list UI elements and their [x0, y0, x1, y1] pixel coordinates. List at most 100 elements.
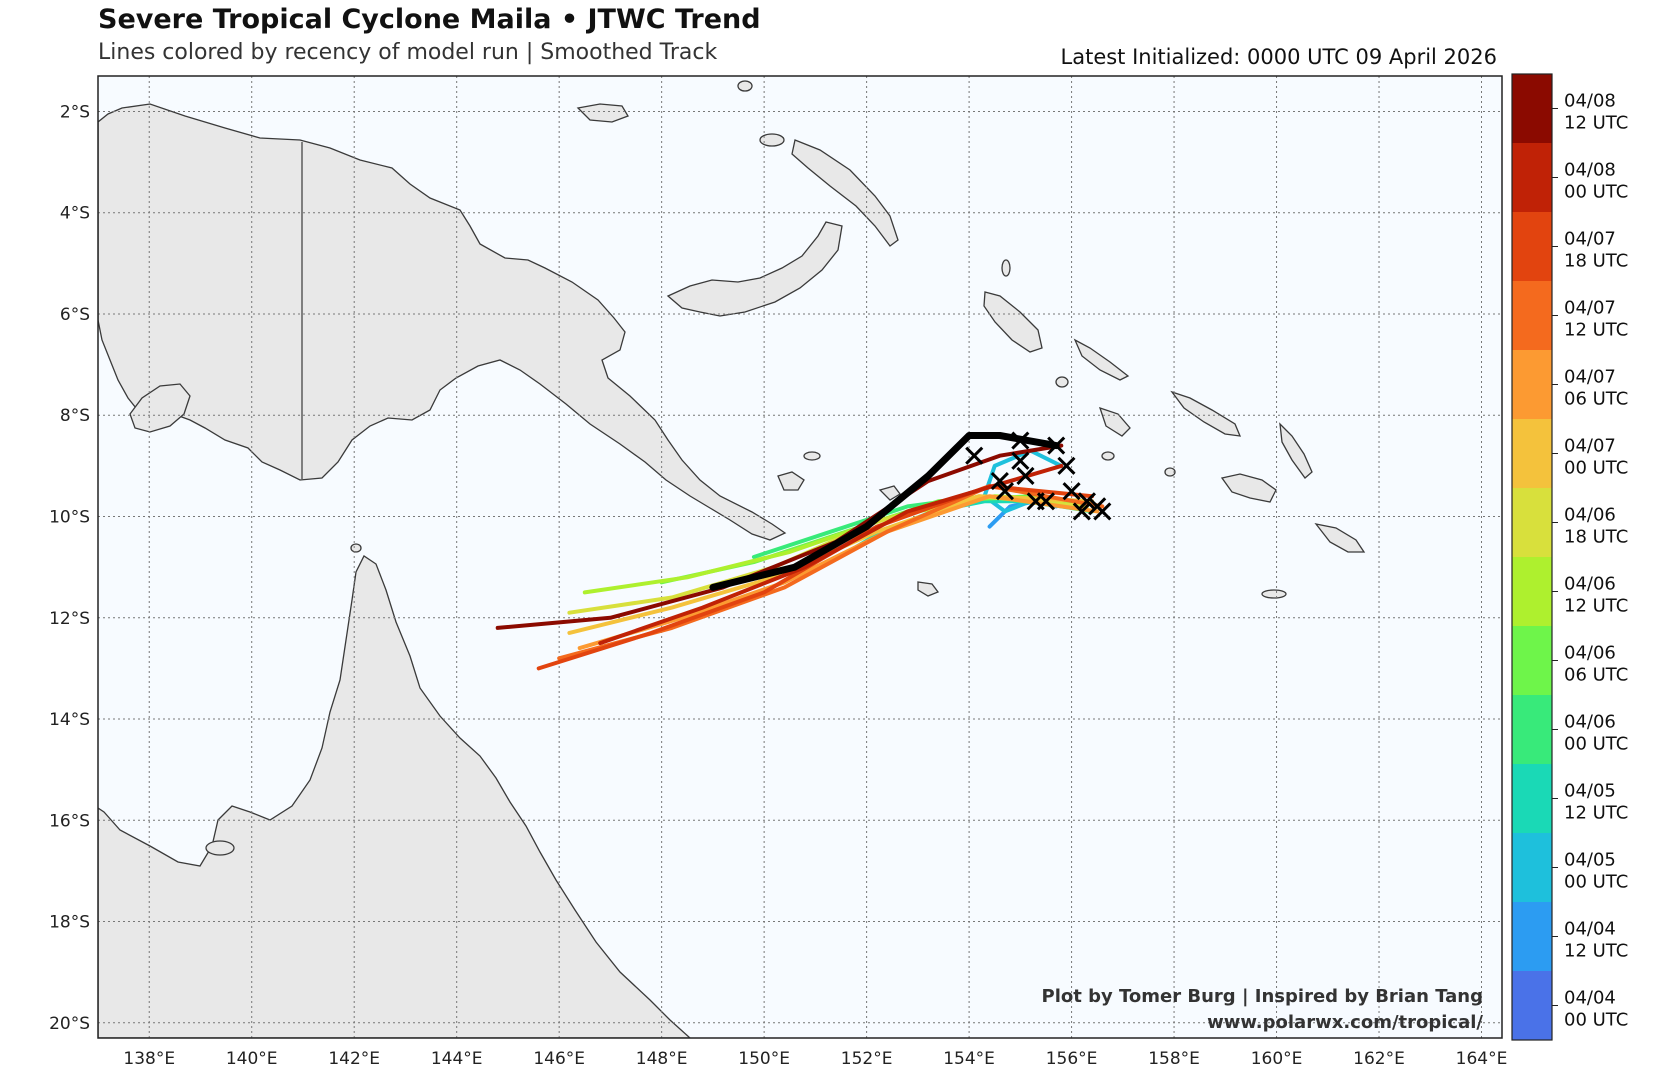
lat-label: 20°S	[49, 1014, 90, 1034]
louisiade-island	[878, 485, 901, 501]
colorbar-date-label: 04/08	[1564, 91, 1616, 112]
rossel-island	[917, 581, 940, 597]
colorbar-frame	[1511, 73, 1553, 1041]
colorbar-time-label: 12 UTC	[1564, 320, 1628, 341]
lon-label: 146°E	[533, 1049, 585, 1068]
colorbar-segment	[1512, 419, 1552, 489]
small-island	[205, 840, 235, 856]
colorbar-segment	[1512, 626, 1552, 696]
colorbar-segment	[1512, 143, 1552, 213]
final-position-marker	[995, 482, 1015, 501]
model-track	[982, 448, 1064, 514]
small-island	[1055, 376, 1069, 388]
latest-initialized: Latest Initialized: 0000 UTC 09 April 20…	[1060, 45, 1497, 69]
guadalcanal-island	[1220, 473, 1277, 503]
lat-label: 10°S	[49, 507, 90, 527]
final-position-marker	[965, 446, 984, 465]
lon-label: 150°E	[738, 1049, 790, 1068]
final-position-marker	[1011, 451, 1030, 470]
small-island	[1164, 467, 1176, 477]
small-island	[759, 133, 785, 147]
model-track	[577, 494, 1100, 651]
new-britain-island	[666, 221, 843, 317]
model-track	[598, 463, 1064, 646]
new-ireland-island	[791, 139, 899, 247]
australia-landmass	[98, 555, 691, 1038]
credit-line-1: Plot by Tomer Burg | Inspired by Brian T…	[1042, 986, 1483, 1007]
colorbar-time-label: 00 UTC	[1564, 458, 1628, 479]
map-frame	[97, 75, 1503, 1039]
lon-label: 156°E	[1046, 1049, 1098, 1068]
colorbar-date-label: 04/04	[1564, 919, 1616, 940]
colorbar-time-label: 00 UTC	[1564, 872, 1628, 893]
small-island	[1261, 589, 1287, 599]
colorbar-segment	[1512, 902, 1552, 972]
lon-label: 140°E	[226, 1049, 278, 1068]
lat-label: 16°S	[49, 811, 90, 831]
colorbar-segment	[1512, 350, 1552, 420]
colorbar-date-label: 04/08	[1564, 160, 1616, 181]
lat-label: 6°S	[60, 305, 90, 325]
dentrecasteaux-island	[777, 471, 805, 491]
final-position-marker	[1077, 492, 1097, 511]
makira-island	[1314, 523, 1366, 553]
final-position-marker	[1093, 502, 1112, 521]
small-island	[1001, 259, 1011, 277]
final-position-marker	[1047, 436, 1066, 455]
colorbar-segment	[1512, 212, 1552, 282]
colorbar-segment	[1512, 281, 1552, 351]
colorbar-segment	[1512, 833, 1552, 903]
colorbar-time-label: 12 UTC	[1564, 941, 1628, 962]
colorbar-time-label: 00 UTC	[1564, 182, 1628, 203]
colorbar-date-label: 04/06	[1564, 574, 1616, 595]
colorbar-time-label: 18 UTC	[1564, 251, 1628, 272]
lon-label: 152°E	[841, 1049, 893, 1068]
final-position-marker	[1011, 431, 1030, 450]
colorbar-time-label: 12 UTC	[1564, 803, 1628, 824]
colorbar-date-label: 04/06	[1564, 505, 1616, 526]
lat-label: 8°S	[60, 406, 90, 426]
colorbar-time-label: 00 UTC	[1564, 734, 1628, 755]
colorbar-date-label: 04/07	[1564, 298, 1616, 319]
lat-label: 12°S	[49, 609, 90, 629]
lat-label: 4°S	[60, 204, 90, 224]
lat-label: 18°S	[49, 913, 90, 933]
lon-label: 138°E	[123, 1049, 175, 1068]
lon-label: 144°E	[431, 1049, 483, 1068]
new-georgia-island	[1098, 406, 1131, 437]
colorbar-segment	[1512, 695, 1552, 765]
final-position-marker	[1062, 482, 1081, 501]
lat-label: 2°S	[60, 102, 90, 122]
colorbar-date-label: 04/06	[1564, 643, 1616, 664]
colorbar-time-label: 06 UTC	[1564, 665, 1628, 686]
latest-track	[709, 432, 1060, 591]
final-position-marker	[1036, 492, 1056, 511]
colorbar-date-label: 04/07	[1564, 436, 1616, 457]
credit-line-2: www.polarwx.com/tropical/	[1207, 1012, 1483, 1033]
colorbar-segment	[1512, 74, 1552, 144]
colorbar-segment	[1512, 488, 1552, 558]
colorbar-date-label: 04/07	[1564, 367, 1616, 388]
colorbar-date-label: 04/07	[1564, 229, 1616, 250]
chart-title: Severe Tropical Cyclone Maila • JTWC Tre…	[98, 4, 761, 35]
track-layer	[495, 431, 1112, 671]
colorbar-date-label: 04/06	[1564, 712, 1616, 733]
colorbar-time-label: 18 UTC	[1564, 527, 1628, 548]
final-position-marker	[1072, 502, 1091, 521]
lon-label: 164°E	[1456, 1049, 1508, 1068]
manus-island	[576, 103, 629, 123]
final-position-marker	[1016, 466, 1035, 486]
choiseul-island	[1073, 338, 1130, 381]
colorbar-date-label: 04/05	[1564, 850, 1616, 871]
santa-isabel-island	[1170, 390, 1242, 437]
colorbar-date-label: 04/04	[1564, 988, 1616, 1009]
lon-label: 148°E	[636, 1049, 688, 1068]
colorbar-segment	[1512, 971, 1552, 1041]
colorbar-segment	[1512, 557, 1552, 627]
malaita-island	[1279, 422, 1313, 479]
lat-label: 14°S	[49, 710, 90, 730]
lat-axis-labels: 2°S 4°S 6°S 8°S 10°S 12°S 14°S 16°S 18°S 20°S	[49, 102, 90, 1033]
colorbar-time-label: 12 UTC	[1564, 113, 1628, 134]
lon-label: 162°E	[1353, 1049, 1405, 1068]
